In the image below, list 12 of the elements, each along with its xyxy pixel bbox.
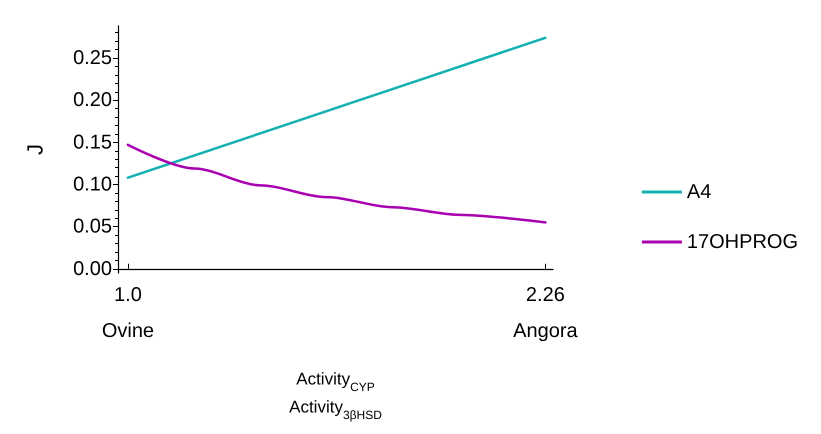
y-tick-label: 0.00: [73, 258, 112, 280]
legend-label: 17OHPROG: [686, 231, 798, 253]
legend-label: A4: [686, 181, 712, 203]
line-series: [126, 144, 547, 224]
y-axis-title: J: [22, 144, 48, 155]
x-tick-label: 2.26 Angora: [513, 284, 578, 342]
y-tick-label: 0.10: [73, 173, 112, 196]
y-tick-label: 0.05: [73, 216, 112, 238]
y-tick-label: 0.20: [73, 89, 112, 112]
x-tick-label: 1.0 Ovine: [102, 284, 154, 342]
y-tick-label: 0.15: [73, 131, 112, 154]
y-tick-label: 0.25: [73, 47, 112, 70]
